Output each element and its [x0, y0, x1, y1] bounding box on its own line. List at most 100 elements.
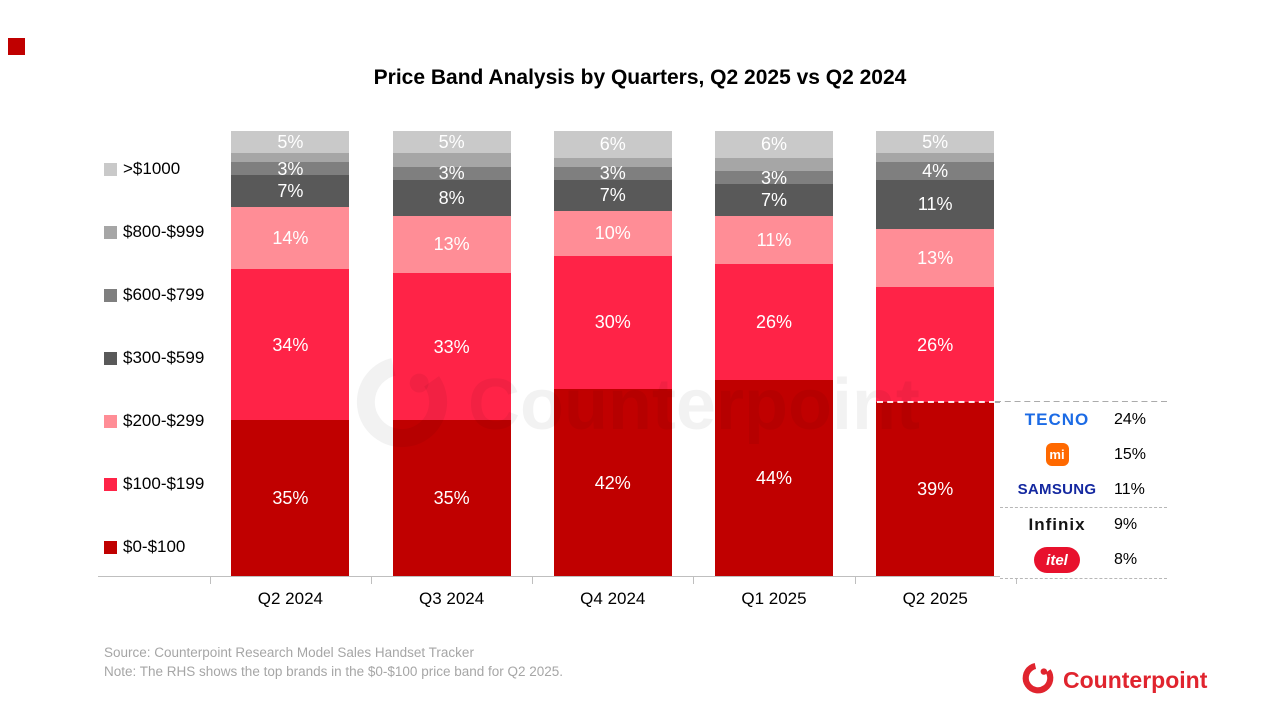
segment->$1000: 5% [876, 131, 995, 154]
brand-row-itel: itel 8% [1000, 542, 1167, 579]
segment-label: 7% [760, 189, 787, 210]
segment-label: 11% [756, 229, 792, 250]
bar-q4-2024: 6% 3% 7% 10% 30% 42% [553, 131, 672, 576]
legend-swatch [104, 288, 117, 302]
brand-share: 9% [1114, 516, 1138, 534]
legend-item--300-599: $300-$599 [104, 347, 204, 369]
segment-label: 10% [594, 223, 631, 244]
legend-item--200-299: $200-$299 [104, 410, 204, 432]
segment-$0-$100: 35% [392, 420, 511, 576]
segment-label: 3% [599, 163, 626, 184]
x-axis-tick [693, 577, 695, 584]
segment-label: 42% [594, 472, 631, 493]
segment-label: 35% [272, 488, 309, 509]
counterpoint-c-icon [1021, 661, 1055, 700]
segment-$800-$999 [715, 157, 833, 172]
x-axis-tick [209, 577, 211, 584]
legend-item--800-999: $800-$999 [104, 221, 204, 243]
brand-share: 8% [1114, 551, 1138, 569]
segment-$100-$199: 30% [553, 255, 672, 390]
segment-label: 7% [599, 185, 626, 206]
legend-swatch [104, 225, 117, 239]
segment-label: 13% [433, 234, 470, 255]
legend-label: $800-$999 [123, 222, 205, 241]
infinix-logo-text: Infinix [1028, 515, 1086, 535]
segment-$800-$999 [876, 153, 995, 163]
segment-label: 6% [760, 134, 787, 155]
segment-$0-$100: 35% [231, 420, 350, 576]
segment-label: 44% [755, 468, 793, 489]
segment-label: 7% [277, 181, 304, 202]
x-axis-label-3: Q1 2025 [741, 589, 807, 608]
segment-$0-$100: 44% [715, 380, 833, 576]
slide-accent-square [8, 38, 25, 55]
segment-$300-$599: 7% [715, 184, 833, 216]
segment-label: 5% [438, 132, 465, 153]
legend-label: $600-$799 [123, 285, 205, 304]
segment-label: 11% [917, 194, 953, 215]
segment-label: 3% [277, 158, 304, 179]
brand-logo-infinix: Infinix [1000, 515, 1114, 535]
legend-label: $300-$599 [123, 348, 205, 367]
itel-logo-icon: itel [1034, 547, 1080, 574]
segment-$600-$799: 3% [553, 163, 672, 184]
legend-item--100-199: $100-$199 [104, 473, 204, 495]
x-axis-label-4: Q2 2025 [902, 589, 968, 608]
segment-$200-$299: 13% [876, 228, 995, 287]
segment-label: 5% [922, 132, 949, 153]
legend-label: $100-$199 [123, 474, 205, 493]
legend-label: >$1000 [123, 159, 181, 178]
segment-$300-$599: 8% [392, 179, 511, 216]
tecno-logo-text: TECNO [1024, 409, 1090, 429]
segment-label: 4% [922, 161, 949, 182]
segment-$100-$199: 34% [231, 268, 350, 421]
legend-item--600-799: $600-$799 [104, 284, 204, 306]
source-note: Source: Counterpoint Research Model Sale… [104, 643, 563, 681]
segment-$600-$799: 3% [231, 158, 350, 179]
segment-$200-$299: 10% [553, 211, 672, 256]
brand-share: 11% [1114, 480, 1145, 498]
samsung-logo-text: SAMSUNG [1017, 481, 1097, 499]
legend-swatch [104, 414, 117, 428]
x-axis-tick [371, 577, 372, 584]
segment-label: 5% [277, 132, 304, 153]
segment->$1000: 6% [553, 131, 672, 158]
x-axis-label-1: Q3 2024 [418, 589, 485, 608]
segment-label: 26% [755, 312, 793, 333]
x-axis-label-0: Q2 2024 [257, 589, 323, 608]
segment-label: 33% [433, 336, 470, 357]
brand-row-tecno: TECNO 24% [1000, 402, 1167, 438]
itel-logo-text: itel [1046, 551, 1068, 569]
segment-label: 8% [438, 187, 465, 208]
segment-$300-$599: 7% [231, 175, 350, 207]
band-connector-dash-on-bar [877, 401, 995, 403]
segment-$100-$199: 26% [876, 286, 995, 403]
segment-$800-$999 [231, 153, 350, 163]
bar-q3-2024: 5% 3% 8% 13% 33% 35% [392, 131, 511, 576]
segment-$800-$999 [553, 157, 672, 167]
legend-label: $0-$100 [123, 537, 186, 556]
brand-row-infinix: Infinix 9% [1000, 507, 1167, 544]
bar-q2-2025: 5% 4% 11% 13% 26% 39% [876, 131, 995, 576]
segment-$100-$199: 33% [392, 273, 511, 421]
x-axis-tick [1015, 577, 1017, 584]
segment-$600-$799: 4% [876, 161, 995, 182]
segment-$0-$100: 39% [876, 402, 995, 576]
segment-label: 30% [594, 312, 631, 333]
source-line: Source: Counterpoint Research Model Sale… [104, 645, 474, 660]
segment-$200-$299: 11% [715, 215, 833, 265]
segment-label: 26% [917, 334, 954, 355]
counterpoint-logo-text: Counterpoint [1063, 666, 1208, 693]
legend-item--1000: >$1000 [104, 158, 180, 180]
segment-$0-$100: 42% [553, 389, 672, 576]
legend-swatch [104, 540, 117, 554]
segment->$1000: 5% [392, 131, 511, 154]
legend-label: $200-$299 [123, 411, 205, 430]
segment-label: 14% [272, 227, 309, 248]
brand-logo-xiaomi: mi [1000, 443, 1114, 467]
segment-$300-$599: 7% [553, 179, 672, 212]
segment->$1000: 5% [231, 131, 350, 154]
watermark-text: Counterpoint [468, 364, 920, 445]
segment-label: 3% [760, 167, 787, 188]
